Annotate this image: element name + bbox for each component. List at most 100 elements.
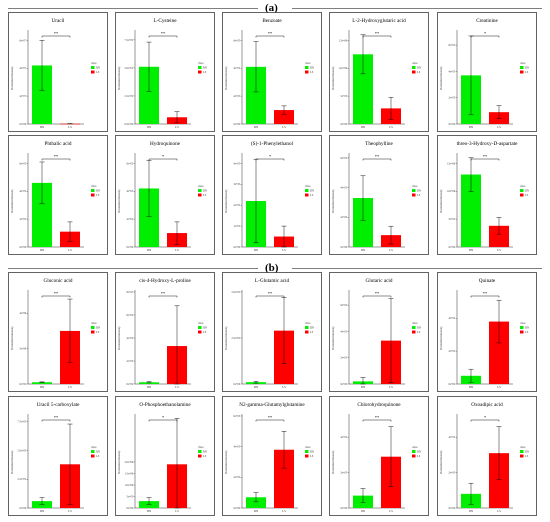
- y-tick-label: 0e+00: [19, 383, 26, 386]
- chart-2: L-Cysteine Normalized intensity 0.0e+00 2.5…: [115, 12, 215, 132]
- y-tick-label: 1e+05: [233, 225, 240, 228]
- y-tick-label: 2e+05: [448, 472, 455, 475]
- sig-marker: **: [375, 415, 379, 420]
- sig-marker: **: [54, 154, 58, 159]
- legend-swatch-DN: [412, 450, 416, 453]
- chart-15: Quinate Normalized intensity 0e+00 2e+05 4e+…: [437, 272, 537, 392]
- y-axis-label: Normalized intensity: [332, 450, 335, 474]
- legend-title: class: [305, 62, 310, 65]
- y-tick-label: 1.0e+06: [125, 484, 134, 487]
- chart-title: Chlorohydroquinone: [357, 402, 401, 408]
- legend-swatch-LS: [198, 70, 202, 74]
- x-tick-label: DN: [254, 509, 259, 513]
- legend-label: LS: [525, 71, 529, 74]
- y-tick-label: 4e+05: [448, 436, 455, 439]
- y-tick-label: 0e+00: [233, 123, 240, 126]
- legend-swatch-LS: [198, 193, 202, 197]
- legend-title: class: [198, 62, 203, 65]
- bar-LS: [489, 453, 509, 508]
- y-tick-label: 6e+05: [126, 314, 133, 317]
- legend-label: LS: [417, 71, 421, 74]
- y-tick-label: 0e+00: [126, 507, 133, 510]
- panel-b-rule-right: [292, 268, 542, 269]
- legend-label: LS: [203, 71, 207, 74]
- y-tick-label: 0e+00: [233, 383, 240, 386]
- legend-label: DN: [310, 67, 314, 70]
- y-tick-label: 6e+05: [233, 39, 240, 42]
- legend-title: class: [305, 185, 310, 188]
- x-tick-label: LS: [68, 125, 72, 129]
- legend-label: DN: [96, 327, 100, 330]
- legend-swatch-DN: [305, 66, 309, 69]
- y-tick-label: 0e+00: [233, 507, 240, 510]
- y-tick-label: 4e+05: [448, 317, 455, 320]
- x-tick-label: LS: [68, 385, 72, 389]
- sig-marker: **: [268, 291, 272, 296]
- legend-swatch-LS: [520, 193, 524, 197]
- y-tick-label: 0e+00: [448, 507, 455, 510]
- x-tick-label: LS: [282, 385, 286, 389]
- y-tick-label: 4e+05: [233, 162, 240, 165]
- legend-swatch-DN: [91, 189, 95, 192]
- sig-marker: **: [483, 154, 487, 159]
- legend-label: LS: [96, 331, 100, 334]
- y-tick-label: 5e+05: [340, 95, 347, 98]
- x-tick-label: DN: [40, 509, 45, 513]
- y-tick-label: 4e+05: [340, 330, 347, 333]
- legend-title: class: [520, 322, 525, 325]
- y-tick-label: 2e+05: [233, 95, 240, 98]
- legend-swatch-DN: [198, 326, 202, 329]
- x-tick-label: DN: [361, 125, 366, 129]
- chart-6: Phthalic acid Normalized intensity 0e+00 2e…: [8, 135, 108, 255]
- legend-swatch-DN: [412, 326, 416, 329]
- legend-label: LS: [310, 455, 314, 458]
- y-tick-label: 7.5e+05: [18, 421, 27, 424]
- y-tick-label: 2e+05: [448, 350, 455, 353]
- legend-swatch-LS: [520, 454, 524, 458]
- chart-title: Phthalic acid: [45, 141, 72, 147]
- y-tick-label: 2e+05: [340, 357, 347, 360]
- y-tick-label: 2e+07: [19, 95, 26, 98]
- x-tick-label: DN: [254, 248, 259, 252]
- sig-marker: *: [484, 415, 486, 420]
- x-tick-label: DN: [40, 385, 45, 389]
- legend-swatch-LS: [412, 193, 416, 197]
- sig-marker: *: [484, 31, 486, 36]
- y-tick-label: 2e+05: [233, 204, 240, 207]
- chart-title: Oxoadipic acid: [471, 402, 503, 408]
- bar-LS: [489, 321, 509, 384]
- chart-17: O-Phosphoethanolamine Normalized intensit…: [115, 396, 215, 516]
- legend-label: LS: [96, 71, 100, 74]
- legend-swatch-DN: [520, 326, 524, 329]
- y-tick-label: 0e+00: [19, 123, 26, 126]
- legend-title: class: [520, 446, 525, 449]
- x-tick-label: DN: [40, 248, 45, 252]
- y-tick-label: 7.5e+05: [125, 39, 134, 42]
- legend-label: DN: [203, 190, 207, 193]
- legend-title: class: [91, 446, 96, 449]
- legend-swatch-LS: [91, 330, 95, 334]
- x-tick-label: LS: [389, 125, 393, 129]
- legend-swatch-DN: [198, 450, 202, 453]
- bar-DN: [353, 198, 373, 247]
- legend-swatch-LS: [412, 330, 416, 334]
- y-axis-label: Normalized intensity: [225, 189, 228, 213]
- chart-title: L-2-Hydroxyglutaric acid: [352, 18, 406, 24]
- y-tick-label: 6e+05: [233, 415, 240, 418]
- legend-swatch-DN: [91, 326, 95, 329]
- legend-label: LS: [310, 194, 314, 197]
- x-tick-label: LS: [497, 385, 501, 389]
- legend-label: DN: [96, 451, 100, 454]
- x-tick-label: LS: [175, 509, 179, 513]
- legend-swatch-DN: [305, 450, 309, 453]
- x-tick-label: DN: [361, 509, 366, 513]
- y-tick-label: 0e+00: [19, 507, 26, 510]
- y-tick-label: 0e+00: [448, 123, 455, 126]
- legend-label: LS: [96, 194, 100, 197]
- y-tick-label: 4e+05: [233, 67, 240, 70]
- x-tick-label: LS: [497, 509, 501, 513]
- legend-swatch-LS: [305, 330, 309, 334]
- y-tick-label: 4e+05: [233, 446, 240, 449]
- y-tick-label: 6e+05: [448, 44, 455, 47]
